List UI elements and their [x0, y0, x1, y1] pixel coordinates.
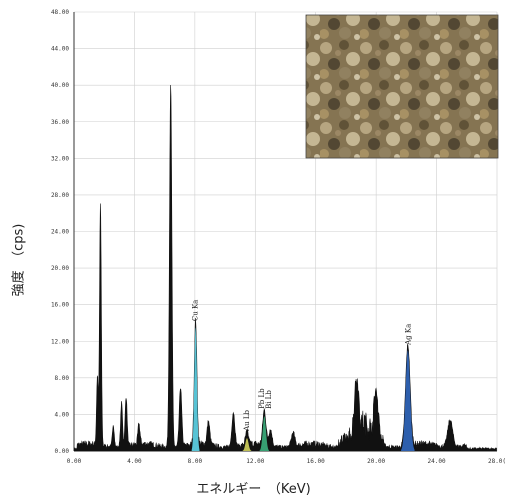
- peak-annotation: Au Lb: [243, 409, 251, 431]
- ag-ka-peak: [401, 350, 415, 451]
- y-tick-label: 0.00: [55, 448, 70, 455]
- y-tick-label: 4.00: [55, 411, 70, 418]
- y-axis-label-text: 強度 （cps): [11, 223, 27, 297]
- x-tick-label: 4.00: [127, 458, 142, 465]
- y-tick-label: 36.00: [51, 119, 69, 126]
- sample-surface-photo: [305, 14, 499, 159]
- spectrum-area: [73, 84, 497, 452]
- x-tick-label: 24.00: [428, 458, 446, 465]
- x-axis-label: エネルギー （KeV): [196, 482, 311, 497]
- peak-annotation: Cu Ka: [192, 300, 200, 322]
- y-tick-label: 12.00: [51, 338, 69, 345]
- y-tick-label: 8.00: [55, 375, 70, 382]
- spectrum-path: [73, 84, 497, 452]
- x-tick-label: 0.00: [67, 458, 82, 465]
- y-axis-label: 強度 （cps): [2, 200, 32, 320]
- y-tick-label: 40.00: [51, 82, 69, 89]
- pb-bi-lb-peak: [259, 416, 270, 451]
- au-lb-peak: [242, 438, 252, 451]
- y-tick-label: 48.00: [51, 9, 69, 16]
- y-tick-label: 32.00: [51, 155, 69, 162]
- peak-annotation: Pb Lb: [258, 388, 266, 409]
- peak-annotation: Bi Lb: [265, 390, 273, 409]
- cu-ka-peak: [191, 327, 200, 451]
- x-tick-label: 16.00: [307, 458, 325, 465]
- x-tick-label: 20.00: [367, 458, 385, 465]
- x-tick-label: 12.00: [246, 458, 264, 465]
- x-tick-label: 28.0(: [488, 458, 506, 465]
- y-tick-label: 44.00: [51, 46, 69, 53]
- tick-labels: 0.00 4.00 8.00 12.00 16.00 20.00 24.00 28.0( 0.0…: [51, 9, 506, 465]
- peak-annotation: Ag Ka: [405, 324, 413, 346]
- y-tick-label: 20.00: [51, 265, 69, 272]
- y-tick-label: 16.00: [51, 302, 69, 309]
- y-tick-label: 28.00: [51, 192, 69, 199]
- x-tick-label: 8.00: [188, 458, 203, 465]
- y-tick-label: 24.00: [51, 229, 69, 236]
- peak-highlights: [191, 327, 415, 451]
